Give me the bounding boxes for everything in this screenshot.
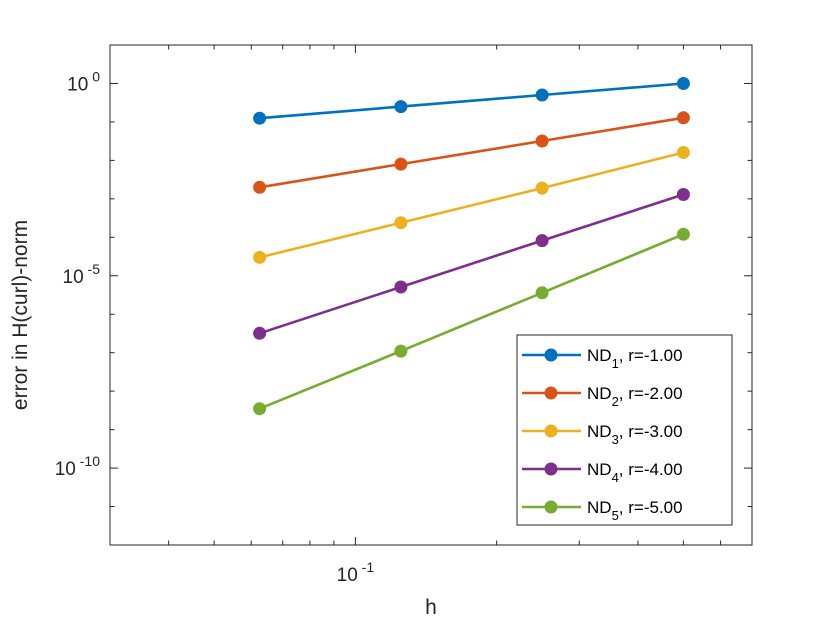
- data-point-nd5-3: [676, 227, 690, 241]
- legend-label: ND4, r=-4.00: [587, 460, 683, 485]
- axes-box: [109, 44, 753, 546]
- data-point-nd2-2: [535, 134, 549, 148]
- data-point-nd3-1: [394, 216, 408, 230]
- legend-label: ND5, r=-5.00: [587, 498, 683, 523]
- data-point-nd2-0: [253, 180, 267, 194]
- series-line-nd4: [259, 193, 684, 335]
- data-point-nd1-2: [535, 88, 549, 102]
- data-point-nd5-0: [253, 402, 267, 416]
- data-point-nd3-3: [676, 146, 690, 159]
- x-axis-label: h: [425, 596, 437, 619]
- legend-marker: [544, 386, 558, 400]
- data-point-nd1-3: [676, 77, 690, 90]
- data-point-nd3-0: [253, 250, 267, 264]
- legend-item-nd4: ND4, r=-4.00: [522, 460, 683, 485]
- legend-marker: [544, 348, 558, 362]
- data-point-nd4-3: [676, 188, 690, 201]
- series-nd4: [253, 188, 690, 340]
- x-ticks: [109, 45, 722, 545]
- x-tick-label: 10 -1: [337, 559, 375, 586]
- legend-label: ND1, r=-1.00: [587, 346, 683, 371]
- legend-item-nd2: ND2, r=-2.00: [522, 384, 683, 409]
- legend-item-nd3: ND3, r=-3.00: [522, 422, 683, 447]
- data-point-nd5-1: [394, 344, 408, 358]
- data-point-nd3-2: [535, 181, 549, 195]
- data-point-nd5-2: [535, 286, 549, 300]
- y-ticks: [110, 44, 752, 546]
- series-nd3: [253, 146, 690, 264]
- series-line-nd3: [259, 151, 684, 259]
- series-layer: [253, 77, 690, 416]
- series-nd5: [253, 227, 690, 416]
- data-point-nd4-1: [394, 280, 408, 294]
- legend-label: ND3, r=-3.00: [587, 422, 683, 447]
- legend-label: ND2, r=-2.00: [587, 384, 683, 409]
- y-tick-label: 10 -10: [55, 453, 100, 480]
- legend-marker: [544, 500, 558, 514]
- data-point-nd4-0: [253, 326, 267, 340]
- y-axis-label: error in H(curl)-norm: [9, 220, 32, 410]
- data-point-nd2-3: [676, 111, 690, 125]
- legend: ND1, r=-1.00 ND2, r=-2.00 ND3, r=-3.00 ND4,…: [516, 334, 733, 526]
- legend-item-nd5: ND5, r=-5.00: [522, 498, 683, 523]
- y-tick-labels: 10 0 10 -5 10 -10: [55, 68, 100, 480]
- data-point-nd1-0: [253, 111, 267, 125]
- series-line-nd1: [259, 82, 684, 120]
- y-tick-label: 10 -5: [63, 261, 101, 288]
- series-nd2: [253, 111, 690, 194]
- series-nd1: [253, 77, 690, 125]
- legend-marker: [544, 462, 558, 476]
- series-line-nd2: [259, 116, 684, 189]
- data-point-nd4-2: [535, 234, 549, 248]
- data-point-nd2-1: [394, 157, 408, 171]
- data-point-nd1-1: [394, 100, 408, 114]
- x-tick-labels: 10 -1: [337, 559, 375, 586]
- y-tick-label: 10 0: [67, 68, 100, 95]
- axes-layer: 10 -1 10 0 10 -5 10 -10 h error in H(curl)-no…: [9, 44, 753, 619]
- legend-item-nd1: ND1, r=-1.00: [522, 346, 683, 371]
- series-line-nd5: [259, 233, 684, 410]
- legend-marker: [544, 424, 558, 438]
